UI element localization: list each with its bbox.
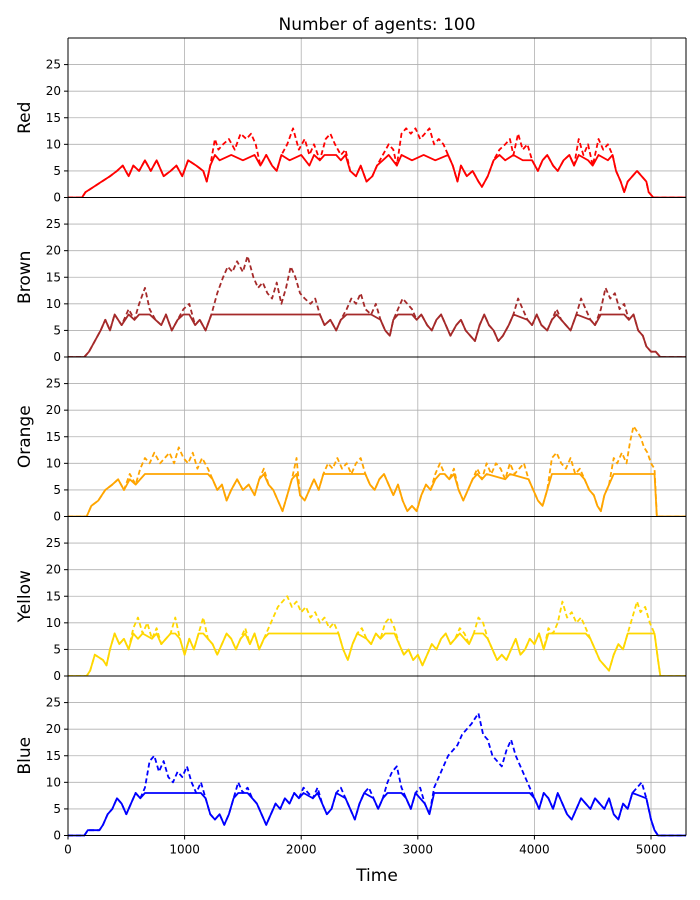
y-tick-label: 20 [46,84,61,98]
y-tick-label: 15 [46,270,61,284]
x-axis: 0 1000 2000 3000 4000 5000 [64,835,667,857]
panel-blue: 0 5 10 15 20 25 Blue [15,675,687,843]
y-tick-label: 10 [46,137,61,151]
y-tick-label: 5 [53,483,61,497]
y-tick-label: 15 [46,430,61,444]
x-tick-label: 4000 [519,843,550,857]
panel-brown: 0 5 10 15 20 25 Brown [15,197,687,364]
y-tick-label: 20 [46,722,61,736]
series-line-solid [68,632,686,677]
x-tick-label: 2000 [286,843,317,857]
y-tick-label: 25 [46,377,61,391]
y-axis-label: Red [15,102,35,134]
y-tick-label: 0 [53,669,61,683]
y-tick-label: 20 [46,403,61,417]
panels-container: 0 5 10 15 20 25 Red 0 5 10 15 20 25 Brown 0 5 10 15 20 25 Or… [15,37,687,843]
series-line-dashed [68,595,686,677]
chart-title: Number of agents: 100 [278,15,475,35]
panel-yellow: 0 5 10 15 20 25 Yellow [15,516,687,683]
x-tick-label: 5000 [636,843,667,857]
x-tick-label: 0 [64,843,72,857]
x-tick-label: 1000 [169,843,200,857]
y-tick-label: 20 [46,563,61,577]
y-tick-label: 10 [46,456,61,470]
y-axis-label: Blue [15,737,35,775]
y-tick-label: 20 [46,244,61,258]
y-tick-label: 25 [46,696,61,710]
y-axis-label: Yellow [15,570,35,623]
y-tick-label: 10 [46,616,61,630]
series-line-dashed [68,127,686,199]
y-tick-label: 0 [53,829,61,843]
y-axis-label: Orange [15,405,35,468]
series-line-solid [68,792,686,837]
x-tick-label: 3000 [403,843,434,857]
panel-orange: 0 5 10 15 20 25 Orange [15,356,687,524]
series-line-dashed [68,712,686,837]
series-line-solid [68,313,686,358]
y-tick-label: 5 [53,642,61,656]
y-tick-label: 25 [46,217,61,231]
panel-red: 0 5 10 15 20 25 Red [15,37,687,205]
y-tick-label: 15 [46,111,61,125]
series-line-solid [68,473,686,518]
y-tick-label: 5 [53,323,61,337]
y-tick-label: 10 [46,297,61,311]
y-tick-label: 15 [46,589,61,603]
y-tick-label: 0 [53,510,61,524]
y-tick-label: 15 [46,749,61,763]
y-tick-label: 25 [46,536,61,550]
series-line-solid [68,154,686,199]
y-tick-label: 0 [53,191,61,205]
y-tick-label: 10 [46,775,61,789]
y-tick-label: 0 [53,350,61,364]
y-tick-label: 5 [53,164,61,178]
y-tick-label: 5 [53,802,61,816]
x-axis-label: Time [355,866,398,886]
y-axis-label: Brown [15,251,35,304]
y-tick-label: 25 [46,58,61,72]
